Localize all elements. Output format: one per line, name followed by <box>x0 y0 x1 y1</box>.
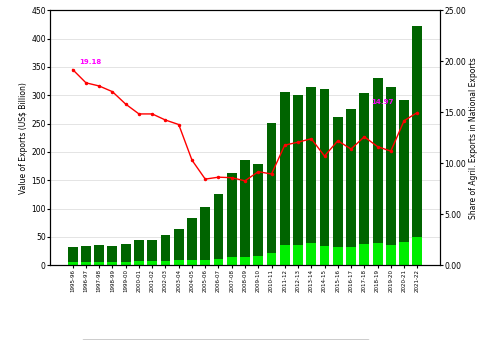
Bar <box>120 244 130 262</box>
% Share of Agril. Exports in National Exports <box>216 175 222 179</box>
Bar <box>293 245 303 265</box>
% Share of Agril. Exports in National Exports <box>322 154 328 158</box>
Bar <box>148 240 157 261</box>
Bar <box>372 243 382 265</box>
Bar <box>214 259 224 265</box>
Bar <box>254 256 263 265</box>
% Share of Agril. Exports in National Exports <box>189 158 195 162</box>
% Share of Agril. Exports in National Exports <box>268 172 274 176</box>
Bar <box>266 123 276 253</box>
% Share of Agril. Exports in National Exports <box>362 135 368 139</box>
Bar <box>372 78 382 243</box>
Bar <box>108 262 118 265</box>
Bar <box>160 235 170 261</box>
Bar <box>320 89 330 246</box>
Bar <box>227 173 236 257</box>
Bar <box>360 93 370 243</box>
% Share of Agril. Exports in National Exports <box>176 122 182 126</box>
Bar <box>174 260 184 265</box>
Bar <box>120 262 130 265</box>
Bar <box>346 109 356 248</box>
% Share of Agril. Exports in National Exports <box>374 144 380 149</box>
% Share of Agril. Exports in National Exports <box>335 139 341 143</box>
Bar <box>227 257 236 265</box>
Bar <box>333 247 342 265</box>
% Share of Agril. Exports in National Exports <box>308 137 314 141</box>
Bar <box>412 237 422 265</box>
Bar <box>187 260 197 265</box>
Bar <box>68 247 78 262</box>
Bar <box>266 253 276 265</box>
% Share of Agril. Exports in National Exports <box>295 140 301 144</box>
Bar <box>81 262 91 265</box>
Bar <box>94 245 104 262</box>
Bar <box>399 242 409 265</box>
Bar <box>360 243 370 265</box>
% Share of Agril. Exports in National Exports <box>256 170 262 174</box>
Text: 14.97: 14.97 <box>371 99 394 105</box>
Bar <box>333 117 342 247</box>
% Share of Agril. Exports in National Exports <box>242 179 248 183</box>
Bar <box>187 218 197 260</box>
Bar <box>306 87 316 243</box>
% Share of Agril. Exports in National Exports <box>110 90 116 94</box>
% Share of Agril. Exports in National Exports <box>401 119 407 123</box>
Bar <box>134 261 144 265</box>
Bar <box>399 100 409 242</box>
% Share of Agril. Exports in National Exports <box>136 112 142 116</box>
% Share of Agril. Exports in National Exports <box>162 118 168 122</box>
Bar <box>200 260 210 265</box>
Bar <box>320 246 330 265</box>
% Share of Agril. Exports in National Exports <box>348 147 354 151</box>
Bar <box>68 262 78 265</box>
% Share of Agril. Exports in National Exports <box>122 102 128 106</box>
Text: 19.18: 19.18 <box>80 59 102 66</box>
Bar <box>214 193 224 259</box>
Bar <box>160 261 170 265</box>
Bar <box>134 240 144 261</box>
Bar <box>148 261 157 265</box>
% Share of Agril. Exports in National Exports <box>282 143 288 147</box>
Y-axis label: Value of Exports (US$ Billion): Value of Exports (US$ Billion) <box>20 82 28 194</box>
% Share of Agril. Exports in National Exports <box>70 68 75 72</box>
Bar <box>240 160 250 256</box>
Line: % Share of Agril. Exports in National Exports: % Share of Agril. Exports in National Ex… <box>72 69 418 182</box>
Bar <box>240 256 250 265</box>
Bar <box>108 246 118 262</box>
Bar <box>293 95 303 245</box>
Bar <box>200 207 210 260</box>
Bar <box>174 229 184 260</box>
Bar <box>280 92 289 245</box>
Bar <box>306 243 316 265</box>
Bar <box>346 248 356 265</box>
% Share of Agril. Exports in National Exports <box>388 149 394 153</box>
Bar <box>94 262 104 265</box>
Bar <box>280 245 289 265</box>
Y-axis label: Share of Agril. Exports in National Exports: Share of Agril. Exports in National Expo… <box>468 57 477 219</box>
% Share of Agril. Exports in National Exports <box>228 176 234 180</box>
% Share of Agril. Exports in National Exports <box>414 110 420 115</box>
% Share of Agril. Exports in National Exports <box>202 177 208 181</box>
Bar <box>412 26 422 237</box>
Bar <box>386 245 396 265</box>
% Share of Agril. Exports in National Exports <box>96 84 102 88</box>
Bar <box>386 87 396 245</box>
Bar <box>81 246 91 262</box>
Bar <box>254 164 263 256</box>
% Share of Agril. Exports in National Exports <box>149 112 155 116</box>
% Share of Agril. Exports in National Exports <box>83 81 89 85</box>
